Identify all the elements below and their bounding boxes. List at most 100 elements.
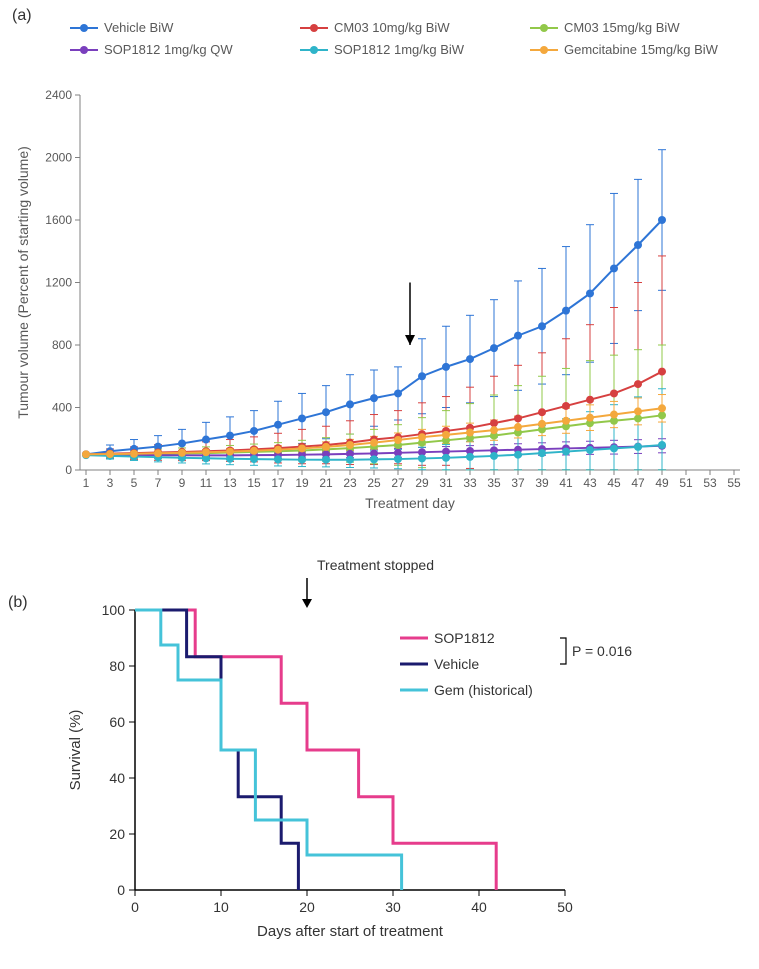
series-marker [586, 396, 594, 404]
legend-label: SOP1812 [434, 630, 495, 646]
panel-b-svg: (b)02040608010001020304050Days after sta… [0, 535, 759, 965]
y-tick-label: 100 [102, 602, 126, 618]
series-marker [274, 421, 282, 429]
series-marker [562, 448, 570, 456]
km-line [135, 610, 496, 890]
y-tick-label: 80 [109, 658, 125, 674]
series-marker [658, 411, 666, 419]
series-marker [634, 241, 642, 249]
series-marker [634, 380, 642, 388]
x-tick-label: 33 [463, 476, 477, 490]
x-tick-label: 49 [655, 476, 669, 490]
series-marker [298, 444, 306, 452]
series-marker [466, 429, 474, 437]
series-marker [298, 414, 306, 422]
x-tick-label: 10 [213, 899, 229, 915]
legend-label: CM03 15mg/kg BiW [564, 20, 680, 35]
series-marker [586, 414, 594, 422]
x-tick-label: 23 [343, 476, 357, 490]
series-marker [466, 355, 474, 363]
series-marker [130, 450, 138, 458]
series-marker [178, 449, 186, 457]
series-marker [658, 368, 666, 376]
legend-label: CM03 10mg/kg BiW [334, 20, 450, 35]
series-marker [250, 427, 258, 435]
x-tick-label: 9 [179, 476, 186, 490]
series-marker [274, 455, 282, 463]
legend-label: Gem (historical) [434, 682, 533, 698]
series-marker [418, 433, 426, 441]
series-marker [274, 446, 282, 454]
series-marker [154, 449, 162, 457]
series-marker [658, 404, 666, 412]
series-marker [298, 456, 306, 464]
legend-marker [310, 24, 318, 32]
x-tick-label: 20 [299, 899, 315, 915]
x-tick-label: 11 [200, 476, 213, 490]
series-marker [202, 448, 210, 456]
legend-marker [540, 24, 548, 32]
x-tick-label: 27 [391, 476, 405, 490]
panel-a-svg: (a)Vehicle BiWCM03 10mg/kg BiWCM03 15mg/… [0, 0, 759, 530]
series-marker [586, 289, 594, 297]
x-tick-label: 40 [471, 899, 487, 915]
series-marker [538, 408, 546, 416]
series-marker [82, 450, 90, 458]
series-marker [610, 444, 618, 452]
x-tick-label: 45 [607, 476, 621, 490]
legend-marker [80, 46, 88, 54]
figure-root: (a)Vehicle BiWCM03 10mg/kg BiWCM03 15mg/… [0, 0, 759, 969]
x-tick-label: 55 [727, 476, 741, 490]
x-tick-label: 47 [631, 476, 645, 490]
series-marker [514, 423, 522, 431]
series-marker [226, 448, 234, 456]
series-marker [226, 432, 234, 440]
x-tick-label: 5 [131, 476, 138, 490]
y-tick-label: 20 [109, 826, 125, 842]
x-tick-label: 29 [415, 476, 429, 490]
legend-marker [540, 46, 548, 54]
p-bracket [560, 638, 566, 664]
x-tick-label: 51 [679, 476, 693, 490]
arrow-head-icon [405, 335, 415, 345]
y-tick-label: 2400 [45, 88, 72, 102]
series-marker [442, 454, 450, 462]
x-axis-label: Treatment day [365, 495, 455, 511]
y-tick-label: 1600 [45, 213, 72, 227]
series-marker [490, 426, 498, 434]
panel-b-label: (b) [8, 594, 28, 611]
p-value: P = 0.016 [572, 643, 632, 659]
series-marker [442, 431, 450, 439]
y-tick-label: 40 [109, 770, 125, 786]
series-marker [514, 451, 522, 459]
series-marker [346, 400, 354, 408]
series-marker [610, 411, 618, 419]
panel-a-label: (a) [12, 7, 32, 24]
series-marker [538, 449, 546, 457]
series-marker [490, 452, 498, 460]
x-tick-label: 25 [367, 476, 381, 490]
series-marker [346, 441, 354, 449]
series-marker [106, 450, 114, 458]
x-tick-label: 19 [295, 476, 309, 490]
km-line [135, 610, 298, 890]
x-tick-label: 31 [439, 476, 453, 490]
series-marker [370, 455, 378, 463]
x-tick-label: 15 [247, 476, 261, 490]
series-marker [202, 436, 210, 444]
x-tick-label: 13 [223, 476, 237, 490]
x-tick-label: 37 [511, 476, 525, 490]
x-tick-label: 53 [703, 476, 717, 490]
y-tick-label: 1200 [45, 276, 72, 290]
series-marker [466, 453, 474, 461]
series-marker [394, 389, 402, 397]
series-marker [394, 436, 402, 444]
series-marker [322, 456, 330, 464]
x-tick-label: 30 [385, 899, 401, 915]
y-tick-label: 400 [52, 401, 72, 415]
series-marker [418, 372, 426, 380]
km-line [135, 610, 402, 890]
legend-label: SOP1812 1mg/kg BiW [334, 42, 465, 57]
series-marker [610, 264, 618, 272]
arrow-head-icon [302, 599, 312, 608]
